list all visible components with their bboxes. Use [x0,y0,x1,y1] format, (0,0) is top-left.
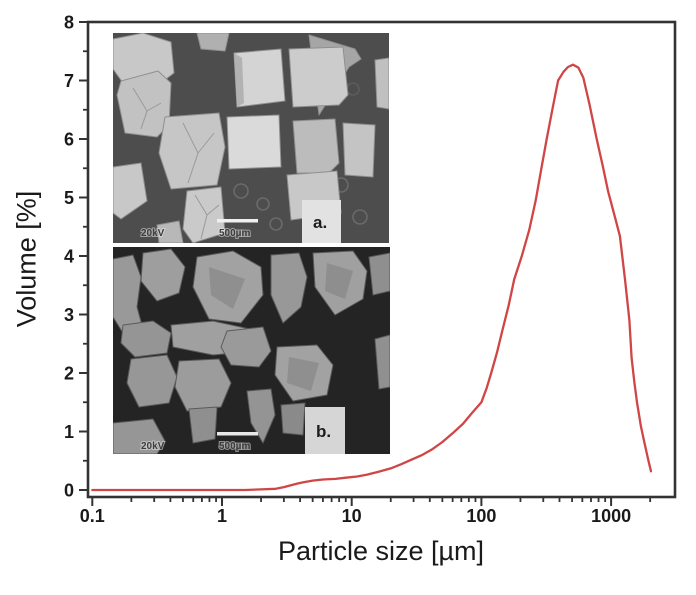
inset-label-box-b [305,407,345,454]
y-tick-label: 0 [64,481,74,501]
x-tick-label: 1 [217,506,227,526]
plot-frame [86,20,677,499]
inset-label-box-a [302,200,341,243]
y-tick-label: 6 [64,130,74,150]
sem-inset-a: 20kV 500µm a. [113,33,389,243]
volume-distribution-curve [91,63,653,492]
x-tick-label: 100 [466,506,496,526]
scale-bar-label-a: 500µm [219,228,250,239]
y-tick-label: 2 [64,364,74,384]
inset-label-a: a. [313,213,327,232]
ground-particles [113,248,390,454]
x-tick-label: 1000 [591,506,631,526]
y-tick-label: 7 [64,71,74,91]
x-axis-title: Particle size [µm] [277,536,485,566]
scale-bar-label-b: 500µm [219,441,250,452]
y-tick-label: 1 [64,422,74,442]
sem-inset-b: 20kV 500µm b. [113,247,390,454]
y-axis-title: Volume [%] [11,190,42,328]
inset-label-b: b. [316,422,331,441]
scale-bar-a [217,219,258,223]
x-tick-label: 0.1 [80,506,105,526]
voltage-label-a: 20kV [141,228,165,239]
y-tick-label: 5 [64,188,74,208]
scale-bar-b [217,432,258,436]
y-tick-label: 4 [64,247,74,267]
y-tick-label: 8 [64,13,74,33]
y-tick-label: 3 [64,305,74,325]
voltage-label-b: 20kV [141,441,165,452]
x-tick-label: 10 [342,506,362,526]
